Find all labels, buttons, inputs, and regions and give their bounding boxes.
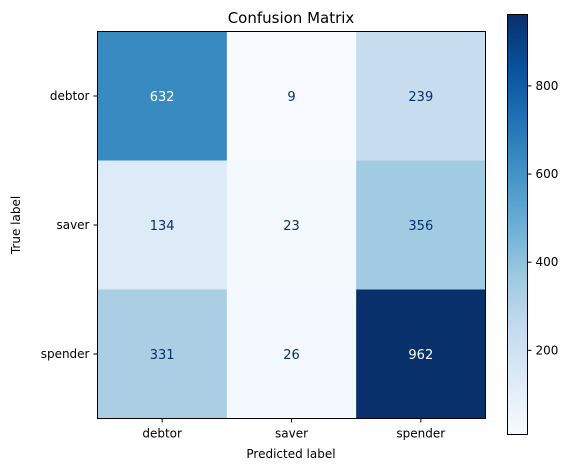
x-tick-label: saver xyxy=(275,427,308,441)
heatmap-cells: 632 9 239 134 23 356 331 26 962 xyxy=(97,31,486,419)
y-tick-label: debtor xyxy=(50,89,90,103)
cell-value-label: 26 xyxy=(283,348,300,363)
x-tick-label: spender xyxy=(396,427,445,441)
heatmap-cell xyxy=(356,160,486,290)
heatmap-cell xyxy=(97,160,228,290)
cell-value-label: 331 xyxy=(150,348,175,363)
heatmap-cell xyxy=(226,289,357,419)
y-tick-label: spender xyxy=(41,347,90,361)
heatmap-cell xyxy=(97,289,228,419)
heatmap-cell xyxy=(226,160,357,290)
y-tick-label: saver xyxy=(56,218,89,232)
heatmap-cell xyxy=(356,289,486,419)
heatmap-cell xyxy=(226,31,357,161)
cell-value-label: 23 xyxy=(283,219,300,234)
cell-value-label: 356 xyxy=(408,219,433,234)
y-axis-label: True label xyxy=(9,196,23,255)
cell-value-label: 9 xyxy=(287,90,295,105)
cell-value-label: 239 xyxy=(408,90,433,105)
x-axis-ticks: debtor saver spender xyxy=(142,418,445,441)
x-tick-label: debtor xyxy=(142,427,182,441)
y-axis-ticks: debtor saver spender xyxy=(41,89,98,361)
chart-title: Confusion Matrix xyxy=(228,9,355,27)
cell-value-label: 632 xyxy=(150,90,175,105)
colorbar-tick-label: 800 xyxy=(536,79,559,93)
heatmap-cell xyxy=(356,31,486,161)
colorbar-tick-label: 200 xyxy=(536,343,559,357)
heatmap-cell xyxy=(97,31,228,161)
cell-value-label: 962 xyxy=(408,348,433,363)
colorbar-tick-label: 600 xyxy=(536,167,559,181)
colorbar-ticks: 200 400 600 800 xyxy=(527,79,559,357)
colorbar xyxy=(507,14,528,435)
colorbar-tick-label: 400 xyxy=(536,255,559,269)
x-axis-label: Predicted label xyxy=(246,447,335,461)
cell-value-label: 134 xyxy=(150,219,175,234)
